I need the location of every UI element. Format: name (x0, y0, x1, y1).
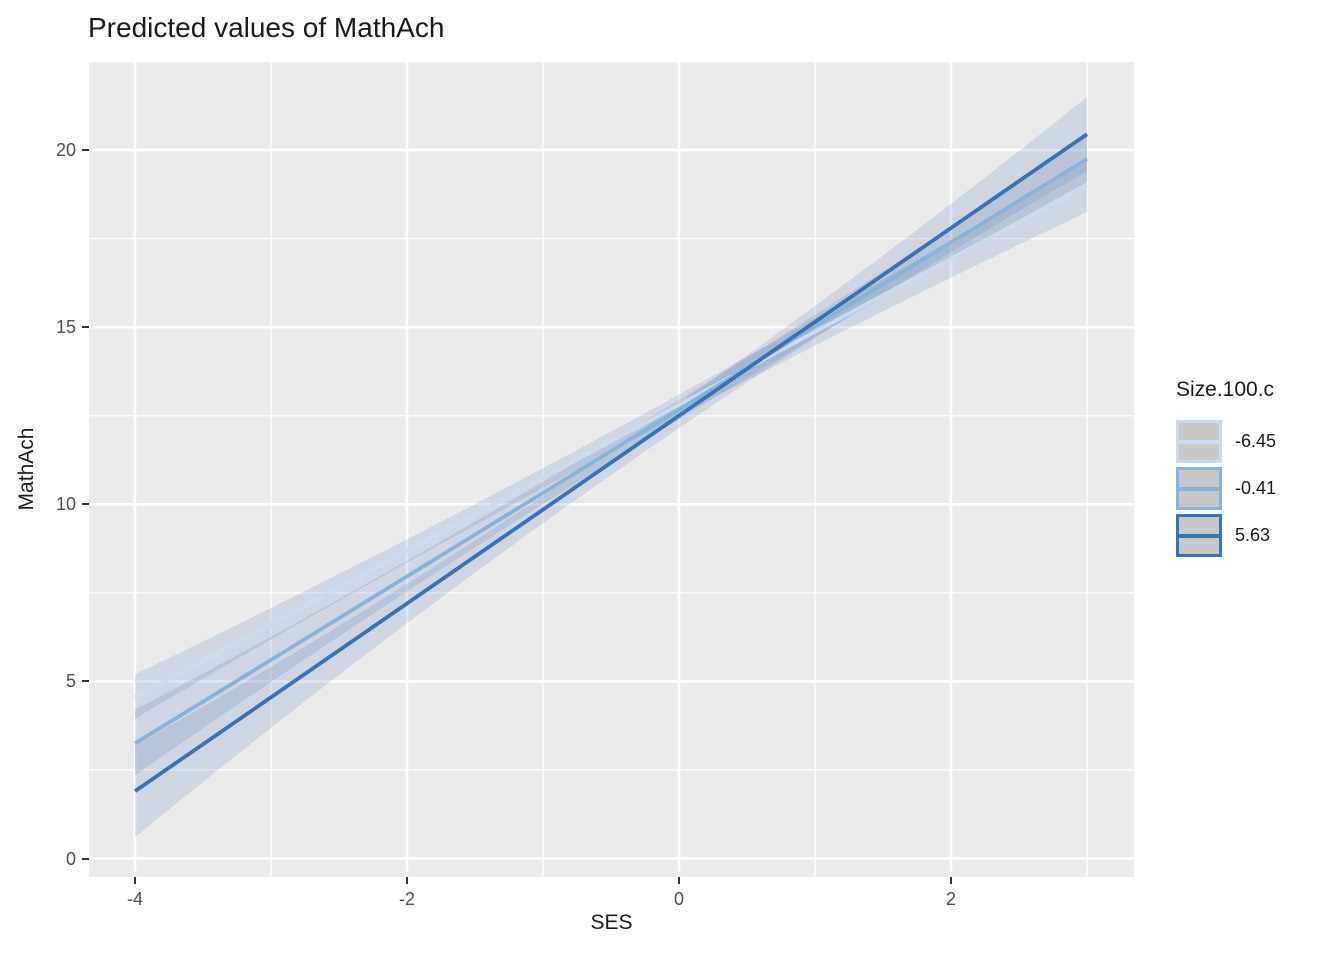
legend-key-line (1179, 486, 1219, 491)
legend-label: -0.41 (1235, 478, 1277, 498)
legend-key-swatch (1176, 467, 1222, 510)
y-tick-mark (82, 680, 89, 683)
x-axis-title: SES (590, 911, 633, 934)
confidence-ribbon (135, 97, 1087, 838)
x-tick-label: 0 (673, 889, 685, 909)
confidence-ribbon (135, 159, 1087, 719)
y-tick-label: 0 (65, 848, 76, 869)
y-tick-label: 15 (55, 317, 76, 338)
legend-item: -6.45 (1176, 420, 1344, 463)
legend-label: 5.63 (1235, 525, 1271, 545)
legend-item: 5.63 (1176, 514, 1344, 557)
confidence-ribbon (135, 135, 1087, 776)
x-tick-mark (134, 877, 136, 884)
trend-line (134, 157, 1088, 746)
legend-key-swatch (1176, 420, 1222, 463)
legend-items: -6.45 -0.41 5.63 (1176, 420, 1344, 557)
y-tick-mark (82, 149, 89, 152)
legend-title: Size.100.c (1176, 378, 1275, 401)
trend-line (133, 132, 1089, 793)
y-tick-label: 20 (55, 140, 76, 161)
plot-title: Predicted values of MathAch (88, 12, 445, 43)
y-tick-label: 10 (55, 494, 76, 515)
y-tick-mark (82, 326, 89, 329)
plot-panel (89, 61, 1134, 877)
legend-label: -6.45 (1235, 431, 1277, 451)
y-tick-mark (82, 857, 89, 860)
x-tick-label: -4 (126, 889, 144, 909)
legend-key-line (1179, 533, 1219, 538)
plot-area-svg (89, 61, 1134, 877)
x-tick-label: -2 (398, 889, 416, 909)
legend: Size.100.c -6.45 -0.41 5.63 (1176, 378, 1344, 561)
y-tick-mark (82, 503, 89, 506)
y-tick-label: 5 (65, 671, 76, 692)
y-axis-title: MathAch (15, 427, 38, 511)
legend-item: -0.41 (1176, 467, 1344, 510)
legend-key-swatch (1176, 514, 1222, 557)
x-tick-mark (406, 877, 408, 884)
legend-key-line (1179, 439, 1219, 444)
x-tick-mark (678, 877, 680, 884)
x-tick-mark (950, 877, 952, 884)
trend-line (134, 183, 1088, 700)
x-tick-label: 2 (945, 889, 957, 909)
